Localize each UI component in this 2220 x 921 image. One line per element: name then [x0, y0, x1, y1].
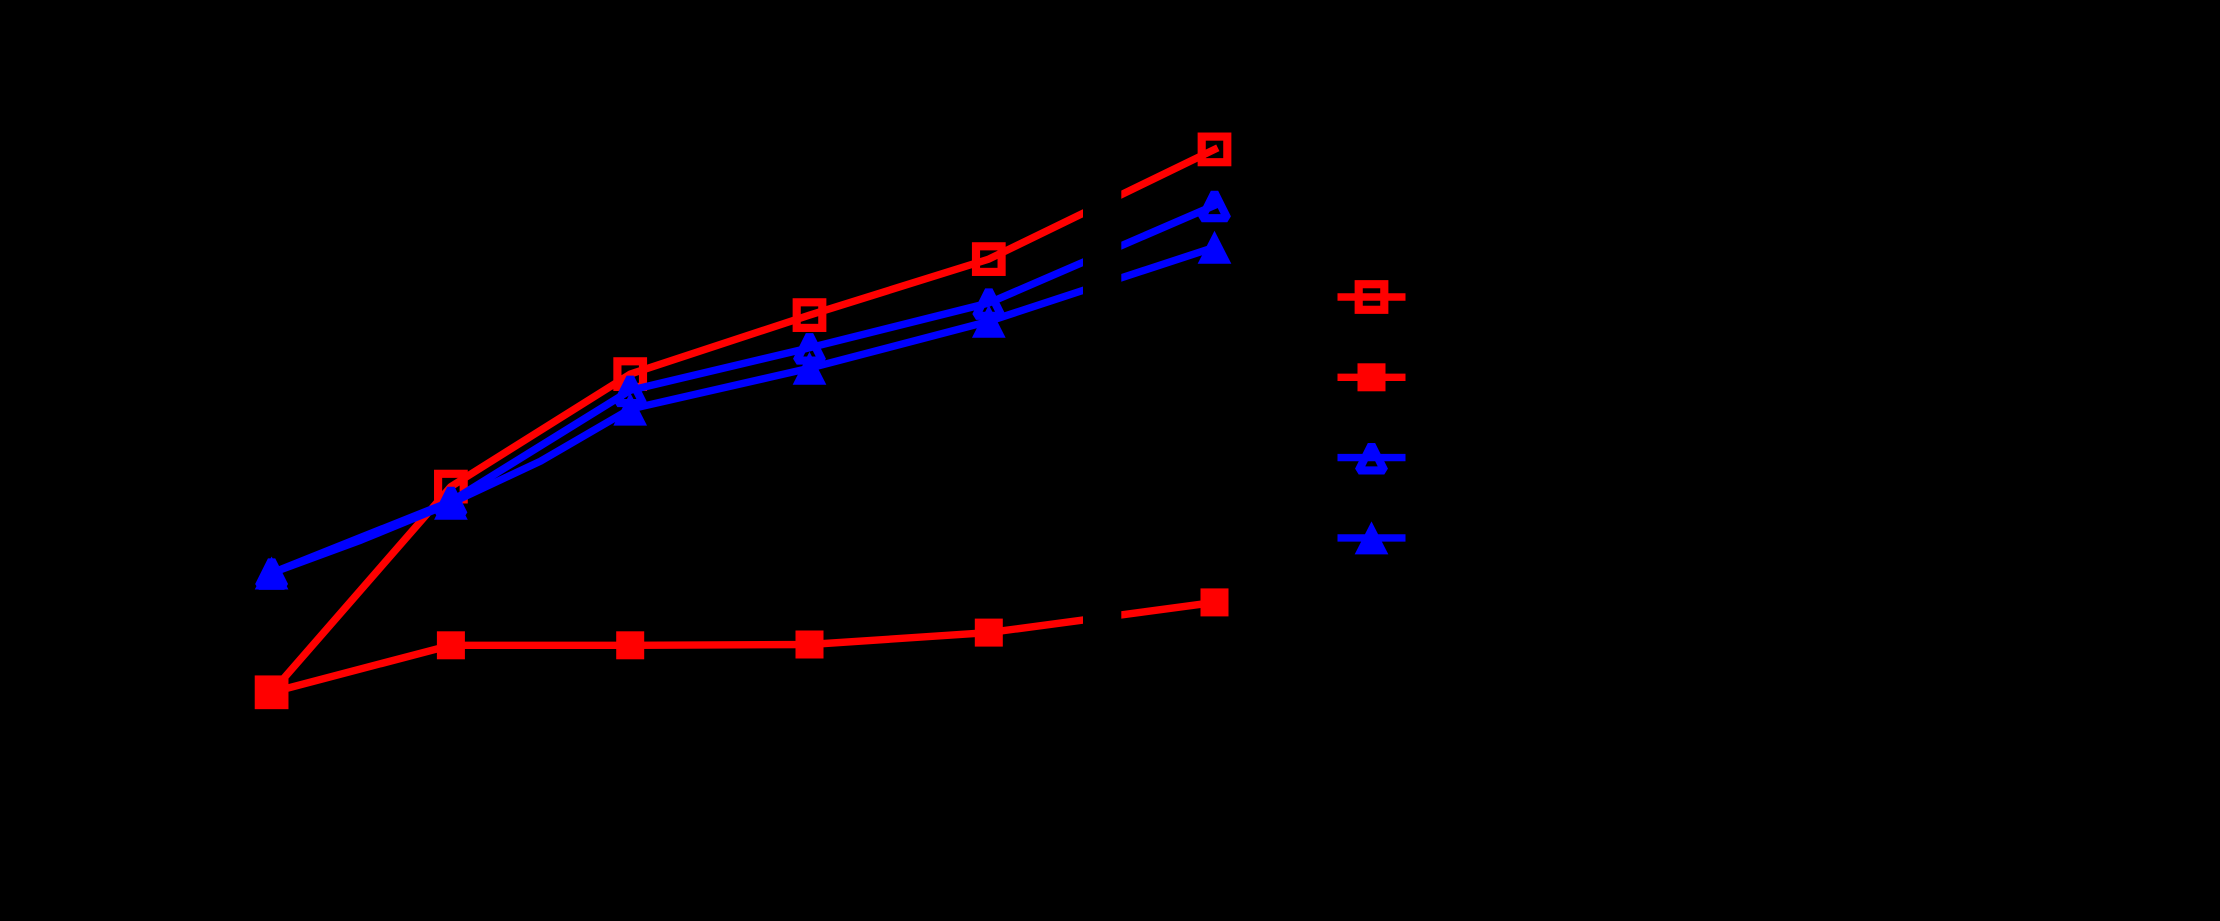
series-blue-filled-triangles-line	[266, 242, 1220, 578]
marker-open-square	[971, 242, 1006, 276]
marker-filled-square	[436, 631, 465, 660]
marker-filled-triangle	[1354, 521, 1389, 555]
legend-entry-series-red-open-squares	[1337, 280, 1406, 314]
marker-filled-triangle	[792, 351, 827, 385]
legend	[1337, 280, 1406, 555]
marker-open-triangle	[1355, 442, 1388, 475]
legend-entry-series-blue-filled-triangles	[1337, 521, 1406, 555]
marker-filled-square	[795, 630, 824, 659]
legend-entry-series-blue-open-triangles	[1337, 442, 1406, 475]
marker-open-square	[1354, 280, 1389, 314]
marker-filled-triangle	[1197, 230, 1232, 264]
series-blue-filled-triangles	[254, 230, 1232, 590]
series-red-filled-squares	[257, 588, 1229, 707]
marker-filled-square	[974, 618, 1003, 647]
marker-open-square	[792, 298, 827, 332]
marker-filled-triangle	[434, 486, 468, 520]
marker-filled-square	[616, 631, 645, 660]
marker-filled-triangle	[254, 556, 289, 590]
marker-filled-triangle	[971, 304, 1006, 338]
series-red-filled-squares-line	[267, 598, 1219, 697]
marker-filled-square	[1357, 363, 1386, 392]
marker-filled-triangle	[613, 392, 648, 426]
marker-filled-square	[1200, 588, 1229, 617]
marker-open-square	[1197, 132, 1232, 167]
marker-filled-square	[257, 678, 286, 707]
series-red-open-squares-line	[266, 144, 1220, 698]
marker-open-triangle	[1198, 190, 1231, 223]
legend-entry-series-red-filled-squares	[1337, 363, 1406, 392]
